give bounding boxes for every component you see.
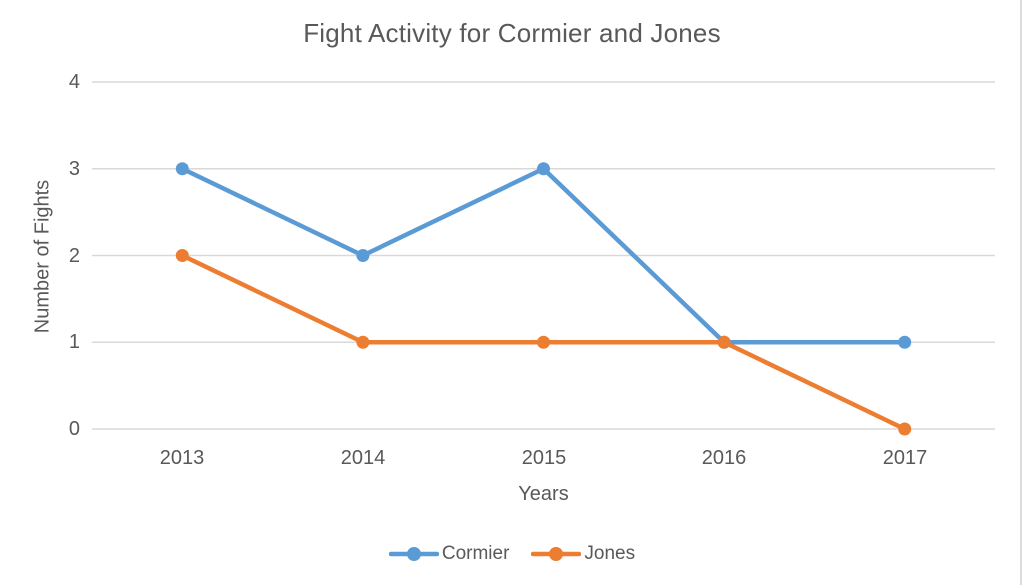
- legend-item-cormier: Cormier: [388, 543, 510, 565]
- x-tick-label: 2014: [340, 447, 386, 469]
- y-tick-label: 4: [68, 71, 80, 93]
- data-point-jones: [537, 335, 550, 349]
- data-point-jones: [175, 249, 189, 262]
- data-point-cormier: [175, 162, 189, 176]
- y-tick-label: 2: [68, 245, 80, 267]
- legend-label-cormier: Cormier: [441, 543, 510, 564]
- line-marker-swatch-icon: [388, 547, 439, 561]
- data-point-cormier: [356, 249, 370, 262]
- legend-label-jones: Jones: [584, 543, 636, 564]
- line-marker-swatch-icon: [531, 547, 582, 561]
- x-tick-label: 2015: [521, 447, 567, 469]
- data-point-cormier: [898, 335, 912, 349]
- y-tick-label: 0: [68, 418, 80, 440]
- x-tick-label: 2017: [882, 447, 928, 469]
- data-point-jones: [356, 335, 370, 349]
- legend-item-jones: Jones: [531, 543, 635, 565]
- legend: Cormier Jones: [0, 543, 1024, 565]
- x-tick-label: 2013: [159, 447, 205, 469]
- data-point-cormier: [537, 162, 550, 176]
- data-point-jones: [898, 422, 912, 436]
- x-axis-title: Years: [518, 483, 569, 505]
- chart-title: Fight Activity for Cormier and Jones: [303, 18, 721, 48]
- x-tick-label: 2016: [701, 447, 747, 469]
- data-point-jones: [717, 335, 731, 349]
- y-axis-title: Number of Fights: [31, 179, 54, 334]
- window-right-border: [1020, 0, 1022, 585]
- y-tick-label: 3: [68, 158, 80, 180]
- y-tick-label: 1: [68, 331, 80, 353]
